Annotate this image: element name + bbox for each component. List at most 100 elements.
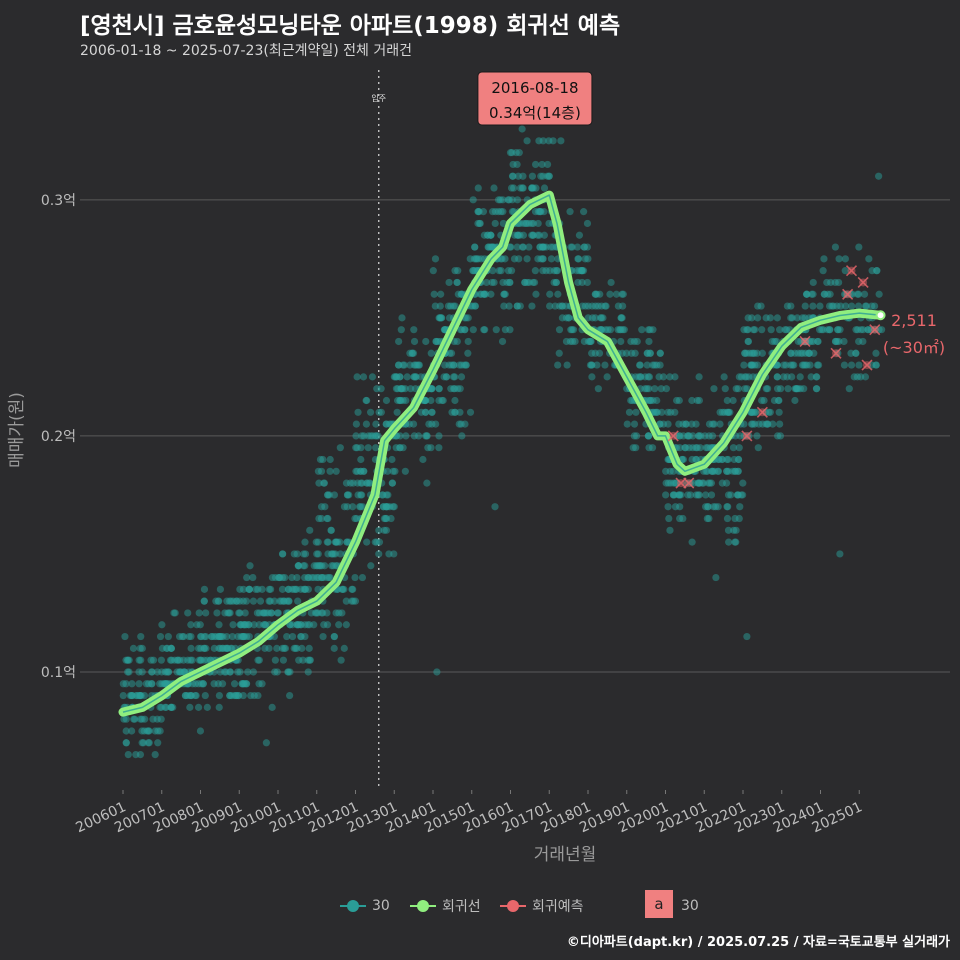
- scatter-point: [745, 432, 753, 440]
- scatter-point: [854, 302, 863, 310]
- scatter-point: [596, 290, 604, 298]
- scatter-point: [402, 432, 410, 440]
- scatter-point: [724, 503, 732, 511]
- scatter-point: [547, 255, 556, 263]
- scatter-point: [364, 444, 372, 452]
- scatter-point: [249, 597, 258, 605]
- scatter-point: [528, 184, 536, 192]
- scatter-point: [255, 656, 263, 664]
- scatter-point: [688, 396, 696, 405]
- prediction-point-cross: [869, 324, 881, 336]
- scatter-point: [239, 691, 247, 700]
- scatter-point: [469, 267, 478, 275]
- scatter-point: [348, 585, 356, 593]
- scatter-point: [374, 432, 382, 440]
- scatter-point: [132, 691, 140, 700]
- scatter-point: [606, 290, 614, 298]
- scatter-point: [164, 668, 173, 676]
- scatter-point: [380, 526, 388, 534]
- scatter-point: [729, 444, 738, 452]
- prediction-point: [842, 288, 854, 300]
- scatter-point: [330, 491, 339, 499]
- scatter-point: [617, 337, 625, 346]
- scatter-point: [709, 503, 718, 511]
- scatter-point: [471, 243, 479, 251]
- scatter-point: [518, 125, 526, 133]
- scatter-point: [836, 550, 844, 558]
- scatter-point: [860, 290, 869, 298]
- x-axis-title: 거래년월: [534, 845, 597, 865]
- scatter-point: [553, 267, 561, 275]
- scatter-point: [283, 632, 291, 641]
- scatter-point: [421, 408, 430, 416]
- scatter-point: [266, 597, 274, 605]
- scatter-point: [656, 349, 664, 357]
- scatter-point: [390, 503, 398, 511]
- legend-item-scatter: 30: [340, 896, 390, 916]
- scatter-point: [136, 715, 145, 723]
- scatter-point: [249, 668, 257, 676]
- scatter-point: [395, 337, 403, 346]
- scatter-point: [337, 656, 345, 664]
- prediction-point: [667, 430, 679, 442]
- scatter-point: [137, 632, 145, 641]
- end-price-label: 2,511: [891, 311, 937, 330]
- scatter-point: [271, 656, 279, 664]
- scatter-point: [132, 750, 140, 759]
- scatter-point: [293, 621, 301, 629]
- scatter-point: [464, 337, 472, 346]
- scatter-point: [510, 255, 519, 263]
- scatter-point: [675, 420, 683, 428]
- scatter-point: [245, 621, 253, 629]
- scatter-point: [573, 267, 581, 275]
- scatter-point: [241, 680, 249, 688]
- scatter-point: [776, 420, 784, 428]
- prediction-point: [799, 335, 811, 348]
- scatter-point: [555, 326, 564, 334]
- scatter-point: [357, 479, 365, 487]
- scatter-point: [780, 361, 788, 369]
- scatter-point: [396, 432, 404, 440]
- scatter-point: [841, 255, 849, 263]
- scatter-point: [124, 750, 132, 759]
- scatter-point: [401, 467, 409, 475]
- scatter-point: [314, 538, 322, 546]
- scatter-point: [557, 137, 565, 145]
- scatter-point: [525, 243, 533, 251]
- scatter-point: [847, 361, 856, 369]
- scatter-point: [215, 703, 223, 711]
- scatter-point: [286, 621, 294, 629]
- scatter-point: [363, 396, 371, 405]
- scatter-point: [651, 408, 660, 416]
- scatter-point: [253, 609, 261, 617]
- scatter-point: [236, 668, 244, 676]
- scatter-point: [200, 585, 209, 593]
- scatter-point: [363, 538, 371, 546]
- scatter-point: [643, 361, 651, 369]
- scatter-point: [377, 385, 385, 393]
- scatter-point: [156, 632, 165, 641]
- scatter-point: [705, 420, 714, 428]
- scatter-point: [343, 538, 351, 546]
- scatter-point: [310, 621, 318, 629]
- scatter-point: [845, 385, 853, 393]
- scatter-point: [552, 278, 560, 287]
- scatter-point: [158, 644, 166, 652]
- scatter-point: [214, 680, 222, 688]
- scatter-point: [297, 632, 305, 641]
- scatter-point: [703, 514, 711, 523]
- scatter-point: [214, 597, 222, 605]
- scatter-point: [268, 703, 276, 711]
- scatter-point: [265, 644, 273, 652]
- scatter-point: [723, 514, 732, 523]
- scatter-point: [394, 385, 402, 393]
- scatter-point: [501, 326, 509, 334]
- prediction-point: [861, 359, 873, 371]
- scatter-point: [736, 503, 744, 511]
- scatter-point: [174, 656, 182, 664]
- scatter-point: [363, 479, 371, 487]
- scatter-point: [255, 621, 263, 629]
- scatter-point: [343, 491, 352, 499]
- scatter-point: [875, 290, 883, 298]
- prediction-point-cross: [799, 335, 811, 348]
